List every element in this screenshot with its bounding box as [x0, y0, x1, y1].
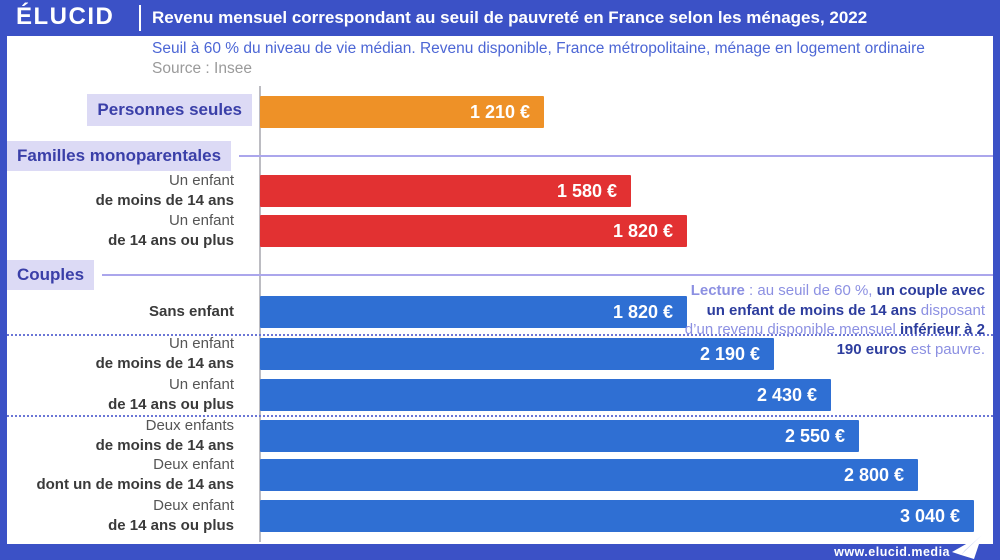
bar-value-label: 2 800 €	[843, 465, 904, 485]
reading-note-segment: disposant d’un revenu disponible mensuel	[684, 301, 985, 339]
section-label: Familles monoparentales	[7, 141, 232, 171]
reading-note-segment: est pauvre.	[906, 340, 985, 358]
right-border	[993, 0, 1000, 560]
bar-value-label: 3 040 €	[899, 506, 960, 526]
dotted-separator	[7, 415, 993, 417]
row-label: Deux enfants de moins de 14 ans	[0, 416, 234, 456]
row-label-boxed: Personnes seules	[0, 94, 252, 126]
row-label-line2: de moins de 14 ans	[95, 192, 234, 209]
row-label-line2: de 14 ans ou plus	[108, 517, 234, 534]
bar: 3 040 €	[260, 500, 974, 532]
dotted-separator	[7, 334, 993, 336]
section-header-row: Couples	[7, 260, 993, 290]
bar-value-label: 2 430 €	[756, 385, 817, 405]
reading-note-segment: : au seuil de 60 %,	[744, 282, 877, 299]
row-label-line2: de moins de 14 ans	[95, 355, 234, 372]
bar: 2 190 €	[260, 338, 774, 370]
reading-note: Lecture : au seuil de 60 %, un couple av…	[675, 281, 985, 359]
bar-value-label: 1 210 €	[469, 102, 530, 122]
row-label: Deux enfant dont un de moins de 14 ans	[0, 455, 234, 495]
section-rule-line	[239, 155, 993, 157]
section-label: Couples	[7, 260, 95, 290]
row-label: Deux enfant de 14 ans ou plus	[0, 496, 234, 536]
bar: 1 210 €	[260, 96, 544, 128]
bar-value-label: 1 580 €	[556, 181, 617, 201]
bar: 2 800 €	[260, 459, 918, 491]
chart-subtitle: Seuil à 60 % du niveau de vie médian. Re…	[152, 40, 925, 57]
website-url: www.elucid.media	[834, 545, 950, 559]
row-label: Sans enfant	[0, 302, 234, 322]
bar: 2 550 €	[260, 420, 859, 452]
reading-note-segment: un couple avec un enfant de moins de 14 …	[706, 282, 985, 319]
bar: 1 580 €	[260, 175, 631, 207]
bar: 1 820 €	[260, 296, 687, 328]
reading-note-segment: Lecture	[690, 282, 745, 299]
paper-plane-icon	[952, 535, 982, 559]
row-label-line1: Un enfant	[168, 335, 234, 352]
chart-title: Revenu mensuel correspondant au seuil de…	[152, 8, 868, 27]
row-label: Un enfant de moins de 14 ans	[0, 334, 234, 374]
bar-value-label: 1 820 €	[612, 302, 673, 322]
row-label: Un enfant de moins de 14 ans	[0, 171, 234, 211]
logo-divider	[139, 5, 141, 31]
row-label-text: Personnes seules	[87, 94, 252, 126]
row-label: Un enfant de 14 ans ou plus	[0, 375, 234, 415]
reading-note-segment: inférieur à 2 190 euros	[836, 321, 985, 358]
bar-value-label: 1 820 €	[612, 221, 673, 241]
row-label: Un enfant de 14 ans ou plus	[0, 211, 234, 251]
row-label-line1: Un enfant	[168, 376, 234, 393]
row-label-line2: de 14 ans ou plus	[108, 232, 234, 249]
bar-value-label: 2 550 €	[784, 426, 845, 446]
row-label-line2: de moins de 14 ans	[95, 437, 234, 454]
section-rule-line	[102, 274, 993, 276]
section-header-row: Familles monoparentales	[7, 141, 993, 171]
row-label-line1: Un enfant	[168, 212, 234, 229]
row-label-line1: Deux enfant	[153, 456, 234, 473]
left-border	[0, 0, 7, 560]
row-label-line2: de 14 ans ou plus	[108, 396, 234, 413]
bar: 1 820 €	[260, 215, 687, 247]
row-label-line1: Un enfant	[168, 172, 234, 189]
source-note: Source : Insee	[152, 60, 252, 77]
row-label-line1: Deux enfant	[153, 497, 234, 514]
header-bar: ÉLUCID Revenu mensuel correspondant au s…	[0, 0, 1000, 36]
bar-value-label: 2 190 €	[699, 344, 760, 364]
bar: 2 430 €	[260, 379, 831, 411]
row-label-line2: Sans enfant	[148, 303, 234, 320]
elucid-logo: ÉLUCID	[16, 3, 115, 30]
row-label-line1: Deux enfants	[145, 417, 234, 434]
footer-bar	[0, 544, 1000, 560]
row-label-line2: dont un de moins de 14 ans	[36, 476, 234, 493]
